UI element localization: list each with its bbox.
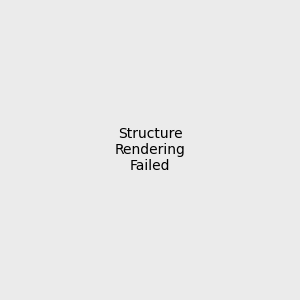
Text: Structure
Rendering
Failed: Structure Rendering Failed [115, 127, 185, 173]
